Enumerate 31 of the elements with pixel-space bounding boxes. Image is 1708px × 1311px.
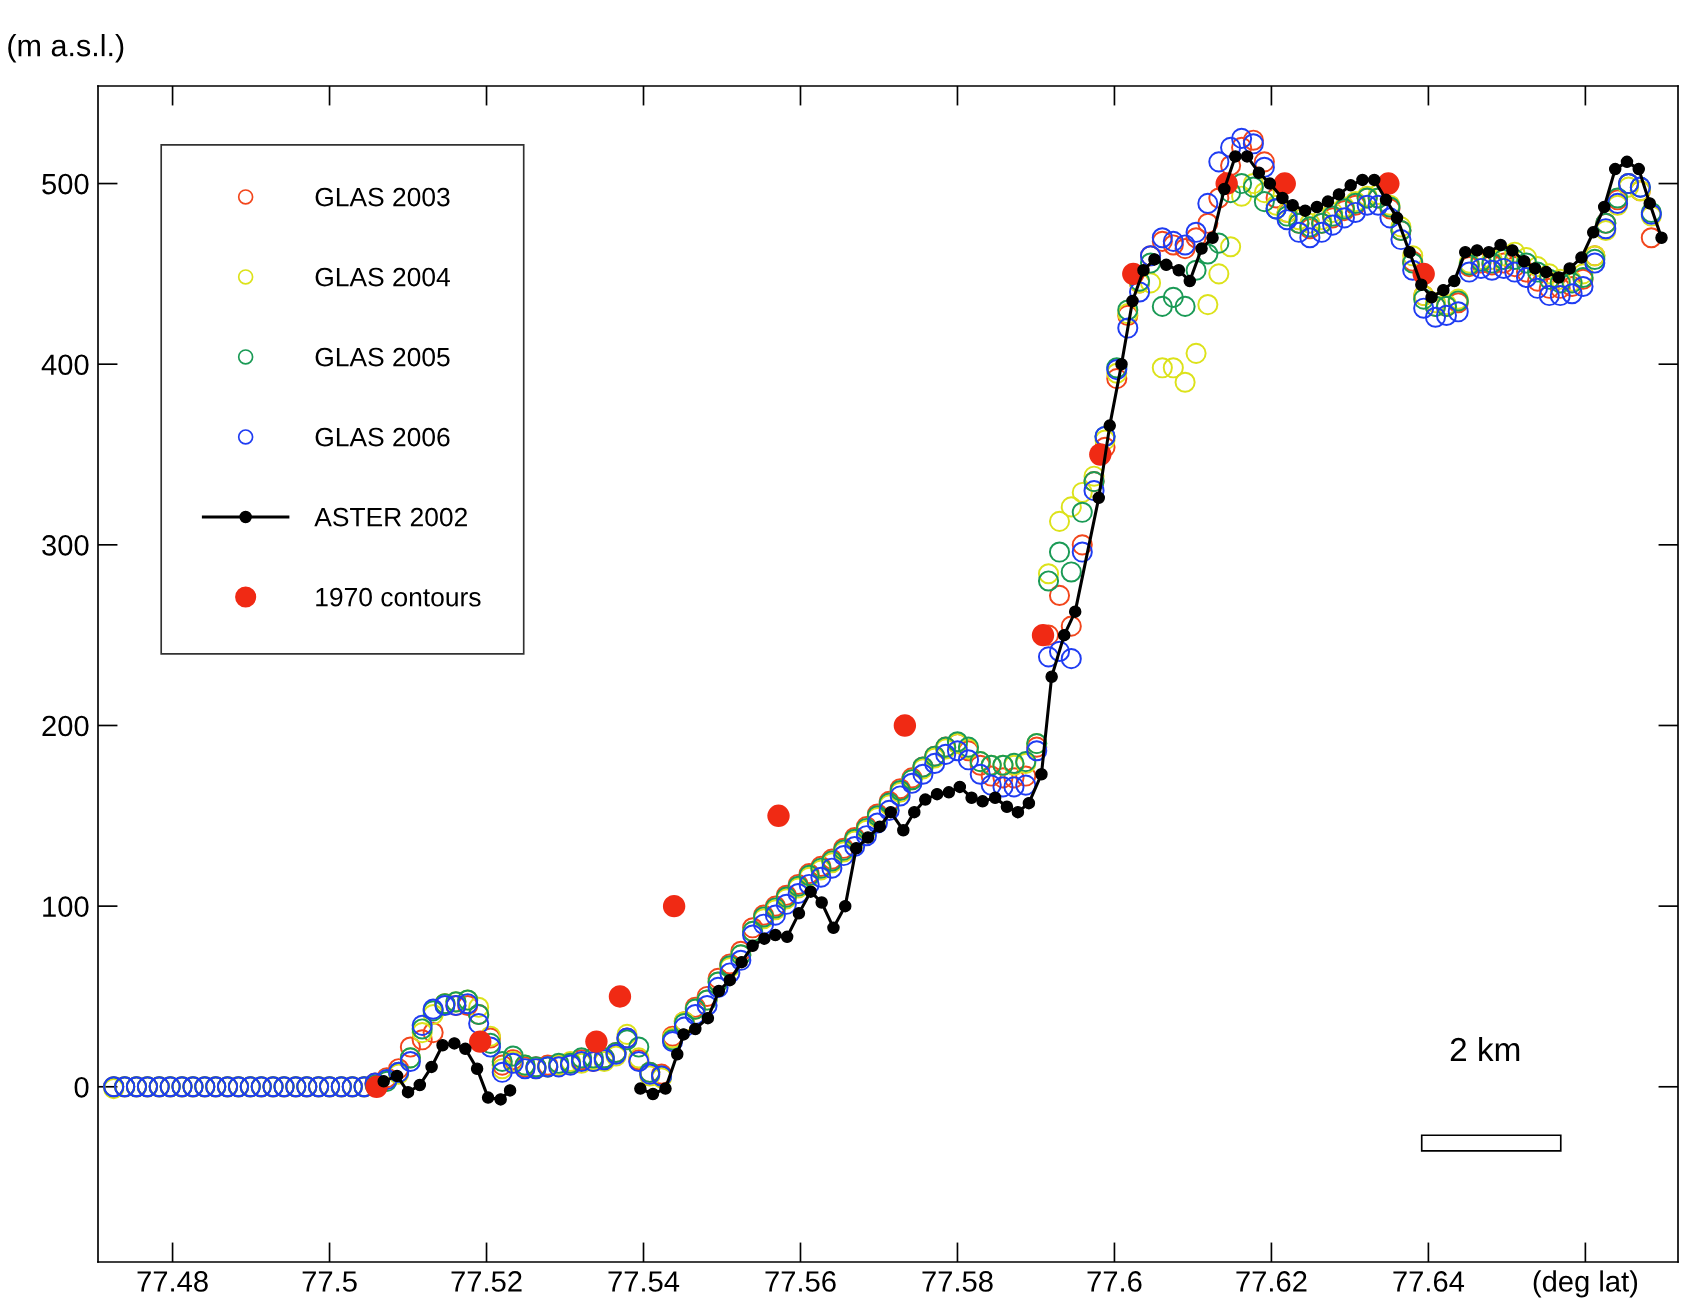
point xyxy=(608,985,632,1008)
point xyxy=(585,1030,608,1053)
point xyxy=(1031,623,1055,647)
x-tick-label: 77.6 xyxy=(1087,1271,1142,1292)
y-tick-label: 300 xyxy=(42,535,89,556)
x-tick-label: 77.58 xyxy=(922,1271,993,1292)
legend-label: GLAS 2003 xyxy=(315,187,450,207)
y-tick-label: 200 xyxy=(42,715,89,737)
annotation: 2 km xyxy=(1450,1036,1520,1062)
x-tick-label: 77.56 xyxy=(765,1271,836,1292)
y-tick-label: 500 xyxy=(42,173,89,195)
legend-label: ASTER 2002 xyxy=(314,507,467,527)
x-tick-label: (deg lat) xyxy=(1533,1270,1638,1298)
x-tick-label: 77.5 xyxy=(302,1271,357,1292)
point xyxy=(893,714,917,737)
y-tick-label: 0 xyxy=(74,1076,89,1098)
y-axis-title: (m a.s.l.) xyxy=(8,34,124,63)
legend-label: GLAS 2004 xyxy=(315,267,450,287)
legend-label: GLAS 2005 xyxy=(315,347,450,367)
y-tick-label: 100 xyxy=(43,896,89,917)
x-tick-label: 77.54 xyxy=(608,1271,680,1292)
x-tick-label: 77.62 xyxy=(1236,1271,1307,1292)
x-tick-label: 77.64 xyxy=(1393,1271,1465,1292)
legend-label: GLAS 2006 xyxy=(315,427,450,447)
point xyxy=(662,894,686,918)
point xyxy=(767,804,790,827)
point xyxy=(469,1030,492,1053)
x-tick-label: 77.52 xyxy=(451,1271,522,1292)
legend-label: 1970 contours xyxy=(316,587,481,607)
y-tick-label: 400 xyxy=(41,354,89,376)
x-tick-label: 77.48 xyxy=(137,1271,208,1292)
